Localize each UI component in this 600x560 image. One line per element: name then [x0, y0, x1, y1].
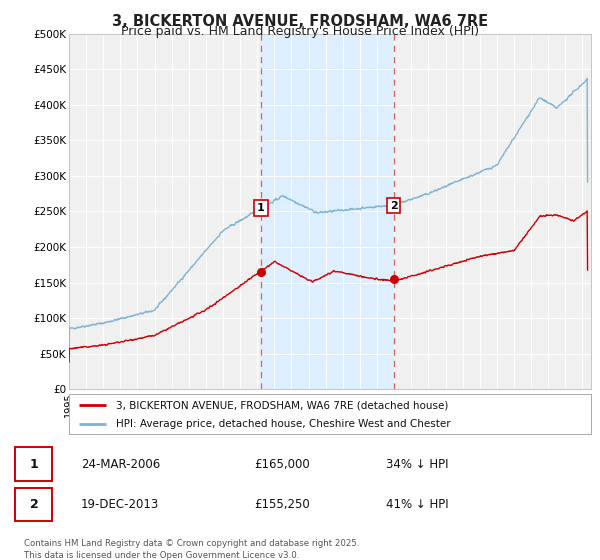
FancyBboxPatch shape	[15, 447, 52, 481]
Text: 41% ↓ HPI: 41% ↓ HPI	[386, 498, 449, 511]
Text: 2: 2	[390, 200, 398, 211]
Text: 2: 2	[29, 498, 38, 511]
Text: Contains HM Land Registry data © Crown copyright and database right 2025.
This d: Contains HM Land Registry data © Crown c…	[24, 539, 359, 560]
Text: 19-DEC-2013: 19-DEC-2013	[81, 498, 160, 511]
Bar	[261, 34, 394, 389]
Text: Price paid vs. HM Land Registry's House Price Index (HPI): Price paid vs. HM Land Registry's House …	[121, 25, 479, 38]
Text: 3, BICKERTON AVENUE, FRODSHAM, WA6 7RE: 3, BICKERTON AVENUE, FRODSHAM, WA6 7RE	[112, 14, 488, 29]
FancyBboxPatch shape	[15, 488, 52, 521]
Text: 1: 1	[29, 458, 38, 471]
Text: 24-MAR-2006: 24-MAR-2006	[81, 458, 160, 471]
Text: 3, BICKERTON AVENUE, FRODSHAM, WA6 7RE (detached house): 3, BICKERTON AVENUE, FRODSHAM, WA6 7RE (…	[116, 401, 448, 411]
Text: 34% ↓ HPI: 34% ↓ HPI	[386, 458, 449, 471]
Text: 1: 1	[257, 203, 265, 213]
Text: HPI: Average price, detached house, Cheshire West and Chester: HPI: Average price, detached house, Ches…	[116, 419, 451, 430]
Text: £155,250: £155,250	[254, 498, 310, 511]
Text: £165,000: £165,000	[254, 458, 310, 471]
